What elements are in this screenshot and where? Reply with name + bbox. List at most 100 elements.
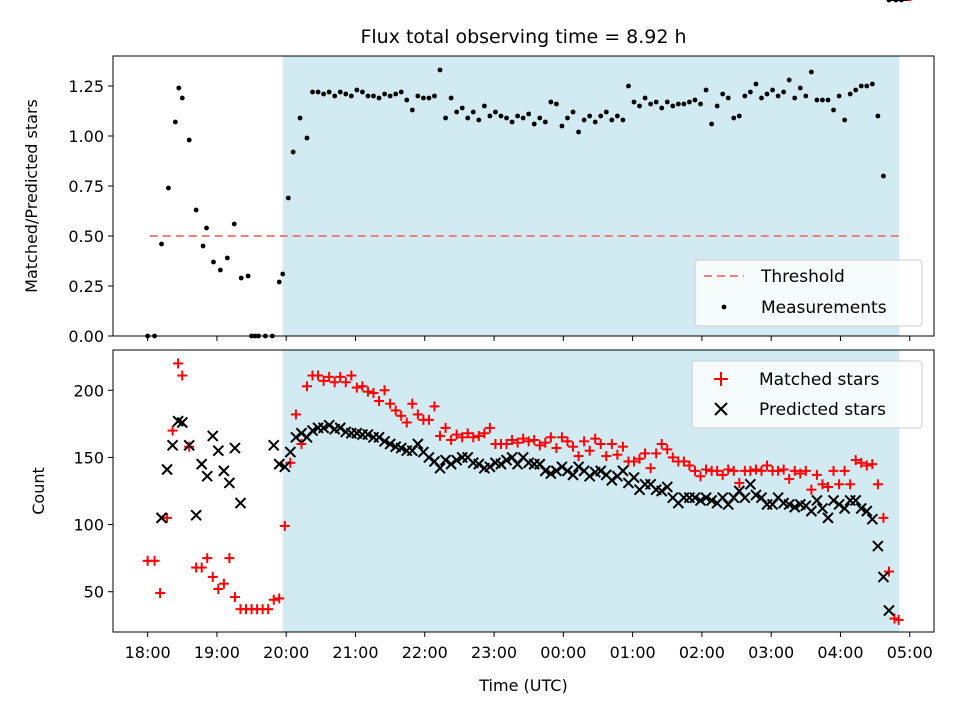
matched-star-point bbox=[390, 405, 401, 416]
measurement-point bbox=[387, 93, 393, 99]
matched-star-point bbox=[457, 432, 468, 443]
matched-star-point bbox=[629, 456, 640, 467]
y-tick-label: 1.00 bbox=[68, 127, 104, 146]
predicted-star-point bbox=[439, 454, 452, 466]
measurement-point bbox=[454, 109, 460, 115]
predicted-star-point bbox=[883, 604, 895, 617]
measurement-point bbox=[476, 117, 482, 123]
matched-star-point bbox=[412, 409, 423, 420]
predicted-star-point bbox=[273, 458, 285, 470]
matched-star-point bbox=[218, 578, 229, 589]
measurement-point bbox=[803, 93, 809, 99]
predicted-star-point bbox=[833, 498, 845, 511]
matched-star-point bbox=[301, 381, 312, 392]
predicted-star-point bbox=[583, 470, 596, 482]
measurement-point bbox=[687, 99, 692, 105]
measurement-point bbox=[559, 123, 565, 129]
matched-star-point bbox=[839, 465, 850, 476]
measurement-point bbox=[304, 135, 310, 141]
matched-star-point bbox=[324, 371, 335, 382]
matched-star-point bbox=[695, 471, 706, 482]
measurement-point bbox=[481, 103, 487, 109]
matched-star-point bbox=[861, 460, 872, 471]
measurement-point bbox=[217, 267, 223, 273]
predicted-star-point bbox=[323, 419, 335, 431]
ratio-x-axis-ticks bbox=[147, 336, 911, 341]
matched-star-point bbox=[540, 437, 551, 448]
matched-star-point bbox=[407, 398, 418, 409]
predicted-star-point bbox=[855, 502, 867, 515]
predicted-star-point bbox=[866, 513, 879, 525]
matched-star-point bbox=[601, 451, 612, 462]
matched-star-point bbox=[656, 439, 667, 449]
measurement-point bbox=[459, 105, 465, 111]
ratio-legend-box bbox=[694, 259, 923, 327]
matched-star-point bbox=[745, 465, 756, 476]
count-legend-box bbox=[691, 360, 923, 429]
measurement-point bbox=[570, 109, 576, 115]
matched-star-point bbox=[893, 614, 904, 625]
predicted-star-point bbox=[484, 461, 496, 473]
matched-star-point bbox=[645, 463, 656, 474]
measurement-point bbox=[875, 113, 881, 119]
matched-star-point bbox=[800, 465, 811, 476]
predicted-star-point bbox=[705, 494, 718, 507]
predicted-star-point bbox=[201, 470, 213, 482]
predicted-star-point bbox=[811, 494, 823, 507]
matched-star-point bbox=[479, 428, 490, 439]
measurement-point bbox=[554, 101, 559, 107]
measurement-point bbox=[720, 91, 726, 97]
legend-matched-swatch bbox=[714, 372, 728, 386]
measurement-point bbox=[542, 119, 548, 125]
matched-star-point bbox=[562, 436, 573, 447]
predicted-star-point bbox=[218, 465, 230, 477]
matched-star-point bbox=[584, 445, 595, 456]
measurement-point bbox=[881, 173, 886, 179]
measurement-point bbox=[297, 115, 303, 121]
legend-threshold-label: Threshold bbox=[760, 267, 845, 287]
matched-star-point bbox=[689, 465, 700, 476]
y-tick-label: 100 bbox=[73, 516, 104, 535]
measurement-point bbox=[648, 101, 654, 107]
predicted-star-point bbox=[317, 422, 330, 434]
matched-star-point bbox=[379, 385, 390, 396]
measurement-point bbox=[614, 113, 620, 119]
measurement-point bbox=[382, 91, 387, 97]
measurement-point bbox=[664, 99, 670, 105]
matched-star-point bbox=[640, 448, 651, 459]
y-tick-label: 1.25 bbox=[68, 77, 104, 96]
matched-star-point bbox=[590, 433, 601, 444]
matched-star-point bbox=[701, 464, 712, 475]
ratio-panel: 0.00 0.25 0.50 0.75 1.00 1.25 Matched/Predict… bbox=[22, 0, 935, 346]
predicted-star-point bbox=[234, 497, 247, 509]
measurement-point bbox=[742, 93, 748, 99]
x-tick-label: 19:00 bbox=[194, 643, 240, 662]
chart-title: Flux total observing time = 8.92 h bbox=[360, 26, 686, 48]
predicted-star-point bbox=[445, 458, 457, 470]
matched-star-point bbox=[296, 439, 307, 449]
predicted-star-point bbox=[661, 481, 673, 493]
measurement-point bbox=[847, 91, 853, 97]
measurement-point bbox=[159, 241, 164, 247]
measurement-point bbox=[603, 109, 609, 115]
measurement-point bbox=[637, 103, 642, 109]
measurement-point bbox=[825, 97, 831, 103]
predicted-star-point bbox=[268, 439, 280, 452]
predicted-star-point bbox=[473, 458, 485, 470]
count-plot-frame bbox=[112, 349, 935, 633]
matched-star-point bbox=[867, 459, 878, 470]
predicted-star-point bbox=[195, 458, 208, 470]
predicted-star-point bbox=[190, 509, 202, 521]
predicted-star-point bbox=[279, 461, 291, 473]
predicted-star-point bbox=[595, 465, 607, 477]
matched-star-point bbox=[202, 553, 213, 564]
measurement-point bbox=[770, 87, 775, 93]
y-tick-label: 200 bbox=[73, 381, 104, 400]
matched-star-point bbox=[728, 465, 739, 476]
matched-star-point bbox=[556, 432, 567, 443]
measurement-point bbox=[576, 129, 581, 135]
predicted-star-point bbox=[850, 494, 862, 507]
x-tick-label: 22:00 bbox=[402, 643, 448, 662]
predicted-star-point bbox=[295, 427, 308, 439]
measurement-point bbox=[714, 103, 720, 109]
